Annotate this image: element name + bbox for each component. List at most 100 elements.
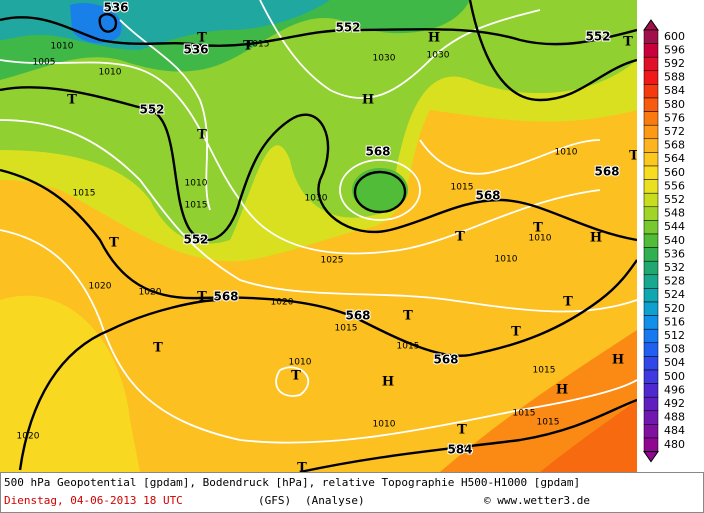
isobar-label: 1015 — [397, 342, 420, 352]
legend-swatch — [643, 301, 659, 316]
isobar-label: 1010 — [495, 255, 518, 265]
legend-swatch — [643, 179, 659, 194]
legend-swatch — [643, 369, 659, 384]
legend-swatch — [643, 410, 659, 425]
legend-swatch — [643, 342, 659, 357]
legend-label: 480 — [664, 438, 685, 451]
isobars — [0, 0, 638, 444]
legend-arrow-bottom — [643, 451, 659, 463]
legend-label: 548 — [664, 207, 685, 220]
contour-label: 536 — [183, 43, 208, 57]
legend-swatch — [643, 233, 659, 248]
legend-swatch — [643, 192, 659, 208]
legend-label: 600 — [664, 30, 685, 43]
caption-credit: © www.wetter3.de — [484, 494, 590, 507]
pressure-center: T — [153, 341, 163, 356]
pressure-center: H — [612, 353, 624, 368]
legend-swatch — [643, 315, 659, 330]
caption-mode: (Analyse) — [305, 494, 365, 507]
isobar-label: 1015 — [73, 189, 96, 199]
isobar-label: 1015 — [335, 324, 358, 334]
legend-swatch — [643, 247, 659, 262]
pressure-center: T — [533, 221, 543, 236]
contour-label: 568 — [475, 189, 500, 203]
legend-label: 580 — [664, 98, 685, 111]
legend-label: 572 — [664, 125, 685, 138]
isobar-label: 1010 — [373, 420, 396, 430]
isobar-label: 1030 — [305, 194, 328, 204]
isobar-label: 1010 — [51, 42, 74, 52]
legend-swatch — [643, 424, 659, 439]
legend-label: 596 — [664, 43, 685, 56]
isobar-label: 1010 — [555, 148, 578, 158]
legend-label: 588 — [664, 71, 685, 84]
pressure-center: T — [109, 236, 119, 251]
legend-swatch — [643, 138, 659, 153]
legend-label: 544 — [664, 220, 685, 233]
legend-label: 488 — [664, 411, 685, 424]
legend-swatch — [643, 70, 659, 85]
contour-label: 552 — [585, 30, 610, 44]
pressure-center: T — [563, 295, 573, 310]
legend-label: 576 — [664, 111, 685, 124]
legend-label: 496 — [664, 383, 685, 396]
isobar-label: 1005 — [33, 58, 56, 68]
pressure-center: T — [511, 325, 521, 340]
pressure-center: T — [629, 149, 639, 164]
legend-swatch — [643, 29, 659, 44]
pressure-center: T — [291, 369, 301, 384]
pressure-center: H — [428, 31, 440, 46]
contour-label: 568 — [345, 309, 370, 323]
isobar-label: 1025 — [321, 256, 344, 266]
legend-label: 524 — [664, 288, 685, 301]
geopotential-contours — [0, 0, 638, 474]
legend-swatch — [643, 84, 659, 99]
legend-label: 540 — [664, 234, 685, 247]
contour-label: 536 — [103, 1, 128, 15]
legend-swatch — [643, 206, 659, 221]
isobar-label: 1015 — [247, 40, 270, 50]
isobar-label: 1015 — [185, 201, 208, 211]
map-labels: 536 536 552 552 552 552 568 568 568 568 568 568 584 1… — [17, 0, 640, 476]
caption: 500 hPa Geopotential [gpdam], Bodendruck… — [0, 472, 704, 513]
contour-label: 552 — [183, 233, 208, 247]
legend-swatch — [643, 165, 659, 180]
field-yellow — [0, 295, 140, 472]
isobar-label: 1020 — [17, 432, 40, 442]
isobar-label: 1015 — [451, 183, 474, 193]
legend-swatch — [643, 356, 659, 371]
pressure-center: T — [297, 461, 307, 476]
pressure-center: T — [197, 128, 207, 143]
pressure-center: T — [67, 93, 77, 108]
contour-label: 552 — [139, 103, 164, 117]
contour-label: 568 — [433, 353, 458, 367]
legend-label: 568 — [664, 139, 685, 152]
pressure-center: T — [197, 31, 207, 46]
pressure-center: T — [623, 35, 633, 50]
isobar-label: 1015 — [513, 409, 536, 419]
isobar-label: 1010 — [185, 179, 208, 189]
legend-label: 500 — [664, 370, 685, 383]
pressure-center: H — [556, 383, 568, 398]
caption-box — [0, 472, 704, 513]
legend-swatch — [643, 43, 659, 58]
isobar-label: 1015 — [537, 418, 560, 428]
legend-swatch — [643, 383, 659, 398]
isobar-label: 1030 — [427, 51, 450, 61]
legend-swatch — [643, 97, 659, 112]
contour-label: 568 — [213, 290, 238, 304]
legend-swatch — [643, 328, 659, 344]
legend-swatch — [643, 111, 659, 126]
legend-label: 528 — [664, 275, 685, 288]
pressure-center: H — [362, 93, 374, 108]
pressure-center: H — [382, 375, 394, 390]
caption-line: 500 hPa Geopotential [gpdam], Bodendruck… — [4, 476, 580, 489]
pressure-center: T — [457, 423, 467, 438]
legend-swatch — [643, 220, 659, 235]
legend-swatch — [643, 274, 659, 289]
pressure-center: T — [455, 230, 465, 245]
legend-label: 512 — [664, 329, 685, 342]
pressure-center: T — [197, 290, 207, 305]
caption-date: Dienstag, 04-06-2013 18 UTC — [4, 494, 183, 507]
